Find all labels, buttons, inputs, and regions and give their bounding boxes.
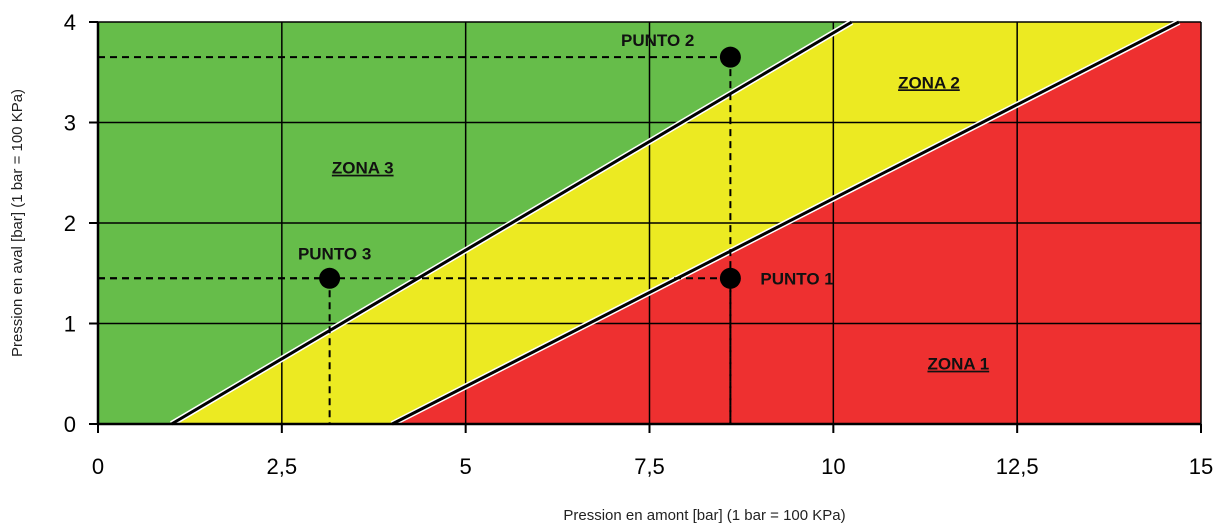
x-tick-label: 0 (92, 454, 104, 479)
y-tick-label: 0 (64, 412, 76, 437)
point-punto-3-label: PUNTO 3 (298, 244, 371, 263)
point-punto-1-marker (719, 267, 741, 289)
x-tick-label: 2,5 (267, 454, 298, 479)
y-tick-label: 1 (64, 312, 76, 337)
point-punto-2-label: PUNTO 2 (621, 31, 694, 50)
boundary-line-2 (391, 20, 1180, 426)
y-tick-label: 4 (64, 10, 76, 35)
y-axis-title: Pression en aval [bar] (1 bar = 100 KPa) (9, 89, 26, 357)
point-punto-2-marker (719, 46, 741, 68)
boundary-lines-layer (170, 19, 1181, 427)
point-punto-1-label: PUNTO 1 (760, 269, 833, 288)
zone-zona-1-label: ZONA 1 (927, 355, 989, 374)
boundary-line-1 (170, 20, 853, 426)
points-layer (319, 46, 741, 289)
x-tick-label: 15 (1189, 454, 1213, 479)
x-tick-label: 12,5 (996, 454, 1039, 479)
y-tick-label: 2 (64, 211, 76, 236)
x-tick-label: 7,5 (634, 454, 665, 479)
x-tick-label: 5 (460, 454, 472, 479)
zone-zona-2-label: ZONA 2 (898, 73, 960, 92)
guide-lines-layer (98, 56, 732, 424)
point-punto-3-marker (319, 267, 341, 289)
grid-layer (98, 21, 1202, 424)
labels-layer: 0 2,5 5 7,5 10 12,5 15 0 1 2 3 4 Pression en amont [… (9, 10, 1213, 524)
x-axis-title: Pression en amont [bar] (1 bar = 100 KPa… (563, 507, 845, 524)
y-tick-label: 3 (64, 111, 76, 136)
zone-zona-3-label: ZONA 3 (332, 159, 394, 178)
axes-layer (89, 21, 1202, 433)
x-tick-label: 10 (821, 454, 845, 479)
